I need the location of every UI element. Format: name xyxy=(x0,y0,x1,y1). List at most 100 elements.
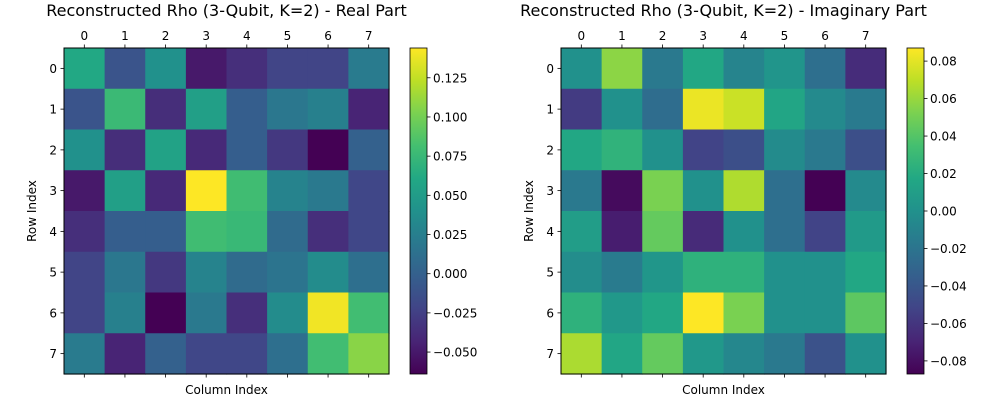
heatmap-cell-1-1 xyxy=(104,88,146,131)
y-tick-label: 0 xyxy=(546,62,554,76)
heatmap-cell-0-3 xyxy=(185,48,228,90)
colorbar-tick-label: −0.08 xyxy=(930,354,967,368)
x-tick-label: 4 xyxy=(740,29,748,43)
heatmap-cell-5-5 xyxy=(267,251,309,294)
heatmap-cell-0-4 xyxy=(226,48,268,90)
heatmap-cell-6-3 xyxy=(185,292,228,334)
heatmap-cell-4-0 xyxy=(561,211,603,253)
heatmap-cell-3-3 xyxy=(185,170,228,212)
heatmap-cell-7-2 xyxy=(145,333,187,375)
colorbar-tick-label: −0.06 xyxy=(930,317,967,331)
heatmap-cell-5-6 xyxy=(307,251,349,294)
heatmap-cell-7-2 xyxy=(642,333,684,375)
heatmap-cell-1-0 xyxy=(64,88,106,131)
y-tick-label: 6 xyxy=(49,306,57,320)
chart-title: Reconstructed Rho (3-Qubit, K=2) - Imagi… xyxy=(520,1,927,20)
heatmap-cell-1-3 xyxy=(185,88,228,131)
heatmap-cell-7-3 xyxy=(185,333,228,375)
heatmap-cell-1-4 xyxy=(723,88,765,131)
heatmap-panel-imaginary: Reconstructed Rho (3-Qubit, K=2) - Imagi… xyxy=(520,1,967,397)
heatmap-cell-6-6 xyxy=(804,292,846,334)
heatmap-cell-2-4 xyxy=(723,129,765,171)
y-ticks: 0 1 2 3 4 5 6 7 xyxy=(546,62,561,361)
heatmap-cell-4-1 xyxy=(104,211,146,253)
heatmap-cell-7-7 xyxy=(845,333,887,375)
heatmap-cell-7-7 xyxy=(348,333,390,375)
colorbar-tick-label: 0.02 xyxy=(930,167,957,181)
colorbar-tick-label: 0.100 xyxy=(433,110,467,124)
heatmap-cell-2-2 xyxy=(642,129,684,171)
heatmap-cell-5-3 xyxy=(185,251,228,294)
heatmap-cell-4-4 xyxy=(723,211,765,253)
heatmap-cell-5-0 xyxy=(64,251,106,294)
colorbar-tick-label: 0.025 xyxy=(433,228,467,242)
colorbar: −0.08 −0.06 −0.04 −0.02 0.00 0.02 0.04 0.06 0.08 xyxy=(906,47,967,375)
heatmap-cell-1-1 xyxy=(601,88,643,131)
x-tick-label: 7 xyxy=(862,29,870,43)
heatmap-cell-2-5 xyxy=(764,129,806,171)
heatmap-cell-1-6 xyxy=(307,88,349,131)
colorbar-tick-label: 0.050 xyxy=(433,189,467,203)
colorbar-tick-label: 0.08 xyxy=(930,55,957,69)
heatmap-cell-4-2 xyxy=(145,211,187,253)
heatmap-cell-2-3 xyxy=(682,129,725,171)
heatmap-cell-3-5 xyxy=(267,170,309,212)
colorbar-gradient xyxy=(409,47,428,375)
heatmap-cell-5-5 xyxy=(764,251,806,294)
heatmap-cell-2-1 xyxy=(104,129,146,171)
heatmap-cell-4-2 xyxy=(642,211,684,253)
heatmap-cell-4-1 xyxy=(601,211,643,253)
heatmap-cell-2-5 xyxy=(267,129,309,171)
heatmap-cell-6-3 xyxy=(682,292,725,334)
heatmap-cell-5-2 xyxy=(642,251,684,294)
heatmap-cell-3-4 xyxy=(226,170,268,212)
heatmap-cell-0-0 xyxy=(64,48,106,90)
heatmap-cell-0-5 xyxy=(267,48,309,90)
y-tick-label: 2 xyxy=(546,143,554,157)
colorbar-tick-label: 0.000 xyxy=(433,267,467,281)
heatmap-cell-2-2 xyxy=(145,129,187,171)
heatmap-cell-7-6 xyxy=(307,333,349,375)
heatmap-cell-5-2 xyxy=(145,251,187,294)
heatmap-cell-5-3 xyxy=(682,251,725,294)
heatmap-cell-4-6 xyxy=(804,211,846,253)
heatmap-cell-6-4 xyxy=(226,292,268,334)
heatmap-cell-0-6 xyxy=(804,48,846,90)
heatmap-cell-0-1 xyxy=(104,48,146,90)
heatmap-cell-5-1 xyxy=(104,251,146,294)
y-tick-label: 1 xyxy=(546,103,554,117)
x-tick-label: 5 xyxy=(284,29,292,43)
heatmap-cell-3-1 xyxy=(601,170,643,212)
heatmap-cell-3-4 xyxy=(723,170,765,212)
heatmap-cell-3-0 xyxy=(64,170,106,212)
x-ticks: 0 1 2 3 4 5 6 7 xyxy=(577,29,870,378)
heatmap-cell-4-5 xyxy=(764,211,806,253)
y-tick-label: 6 xyxy=(546,306,554,320)
x-axis-label: Column Index xyxy=(185,383,268,397)
heatmap-cell-2-7 xyxy=(348,129,390,171)
heatmap-cell-3-3 xyxy=(682,170,725,212)
colorbar: −0.050 −0.025 0.000 0.025 0.050 0.075 0.100 0.1… xyxy=(409,47,477,375)
heatmap-cell-5-7 xyxy=(845,251,887,294)
heatmap-cell-0-1 xyxy=(601,48,643,90)
y-tick-label: 5 xyxy=(546,266,554,280)
heatmap-cell-6-2 xyxy=(145,292,187,334)
colorbar-tick-label: −0.02 xyxy=(930,242,967,256)
heatmap-cell-6-5 xyxy=(267,292,309,334)
x-ticks: 0 1 2 3 4 5 6 7 xyxy=(80,29,373,378)
heatmap-cell-3-7 xyxy=(845,170,887,212)
y-tick-label: 5 xyxy=(49,266,57,280)
heatmap-cell-7-0 xyxy=(561,333,603,375)
y-tick-label: 3 xyxy=(49,184,57,198)
heatmap-cell-7-3 xyxy=(682,333,725,375)
heatmap-cell-1-6 xyxy=(804,88,846,131)
x-tick-label: 3 xyxy=(202,29,210,43)
y-tick-label: 3 xyxy=(546,184,554,198)
heatmap-cell-3-1 xyxy=(104,170,146,212)
heatmap-cell-1-7 xyxy=(845,88,887,131)
colorbar-tick-label: 0.125 xyxy=(433,71,467,85)
colorbar-gradient xyxy=(906,47,925,375)
heatmap-cell-6-0 xyxy=(64,292,106,334)
colorbar-tick-label: −0.025 xyxy=(433,306,477,320)
heatmap-cell-2-6 xyxy=(804,129,846,171)
